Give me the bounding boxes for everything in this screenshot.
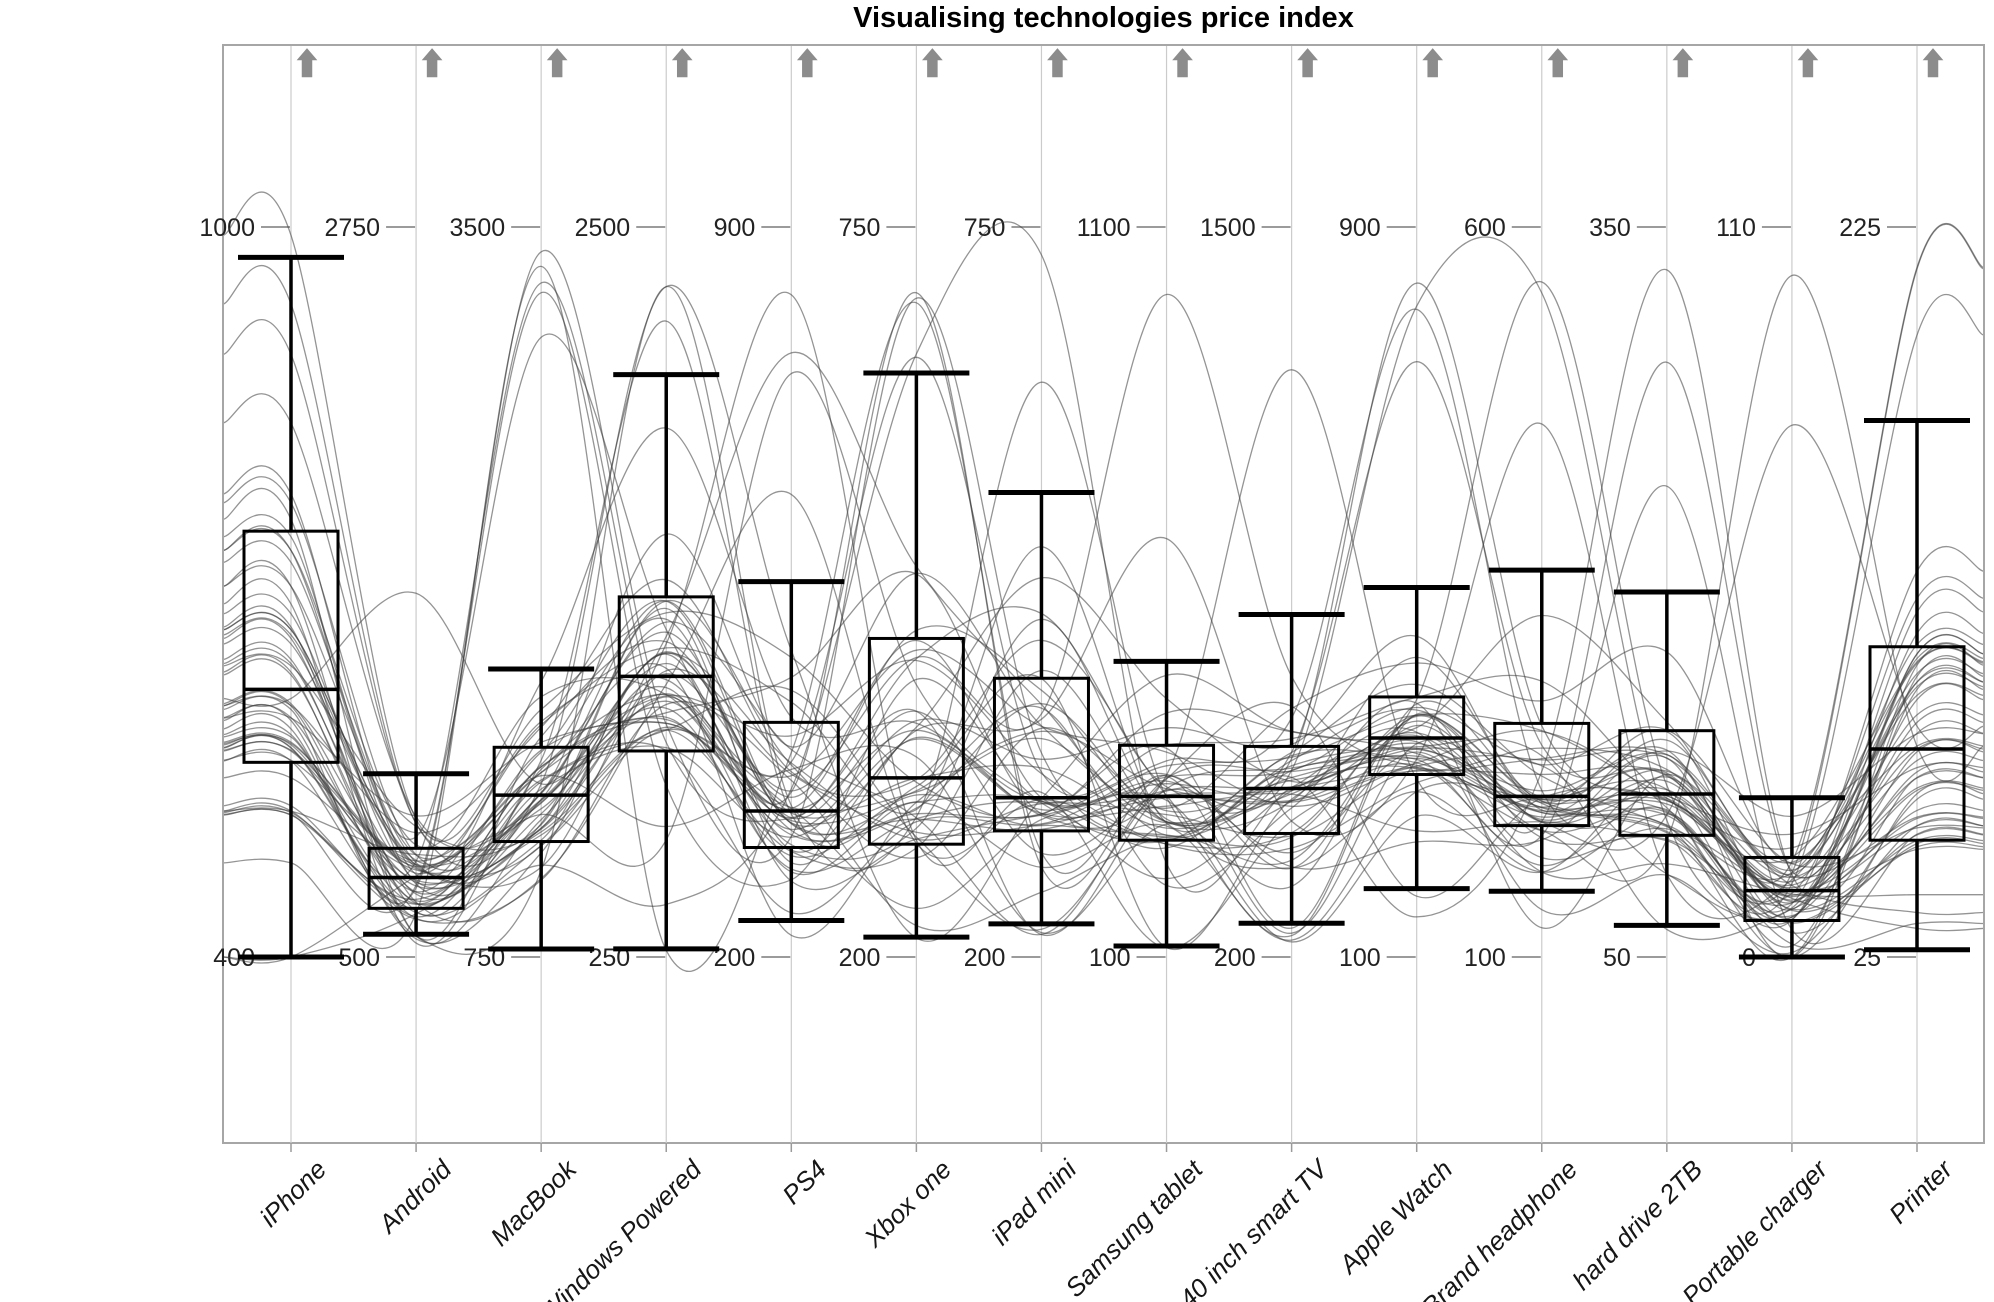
data-line [224,249,1983,905]
axis-min-label: 100 [1089,944,1131,972]
boxplot-2 [488,666,595,952]
iqr-box [1868,645,1966,842]
axis-up-arrow-icon[interactable] [293,45,321,79]
boxplot-13 [1864,417,1970,953]
axis-up-arrow-icon[interactable] [1544,45,1572,79]
iqr-box [742,720,840,849]
axis-max-label: 350 [1589,214,1631,242]
axis-up-arrow-icon[interactable] [668,45,696,79]
axis-min-label: 50 [1603,944,1631,972]
data-line [224,284,1983,942]
axis-up-arrow-icon[interactable] [918,45,947,79]
boxplot-12 [1738,795,1845,960]
iqr-box [867,636,965,846]
boxplot-4 [738,579,845,923]
axis-max-label: 1100 [1077,214,1131,242]
boxplots-group [238,254,1970,960]
boxplot-3 [613,372,720,952]
data-line [224,485,1983,945]
data-line [224,525,1983,921]
data-line [224,356,1983,947]
axis-arrows-group [293,45,1947,79]
axis-up-arrow-icon[interactable] [1794,45,1822,79]
axis-max-label: 3500 [450,214,506,242]
axis-max-label: 900 [714,214,756,242]
axis-min-label: 200 [714,944,756,972]
axis-min-label: 100 [1339,944,1381,972]
boxplot-6 [988,489,1095,927]
data-line [224,292,1983,964]
axis-min-label: 100 [1464,944,1506,972]
data-line [224,648,1983,958]
axis-up-arrow-icon[interactable] [1669,45,1697,79]
iqr-box [1368,695,1466,776]
boxplot-5 [863,370,970,940]
boxplot-7 [1113,658,1220,949]
axes-group: 1000400275050035007502500250900200750200… [199,46,1918,1152]
axis-max-label: 1500 [1200,214,1256,242]
boxplot-8 [1238,611,1345,926]
axis-up-arrow-icon[interactable] [1168,45,1197,79]
iqr-box [617,595,715,753]
axis-min-label: 200 [839,944,881,972]
axis-max-label: 750 [839,214,881,242]
data-line [224,663,1983,939]
axis-up-arrow-icon[interactable] [418,45,446,79]
axis-min-label: 500 [338,944,380,972]
iqr-box [1618,729,1716,837]
axis-max-label: 110 [1716,214,1756,242]
axis-max-label: 2500 [575,214,631,242]
axis-max-label: 600 [1464,214,1506,242]
axis-max-label: 750 [964,214,1006,242]
data-line [224,490,1983,923]
axis-up-arrow-icon[interactable] [1419,45,1447,79]
axis-max-label: 1000 [199,214,255,242]
data-line [224,588,1983,929]
axis-min-label: 200 [1214,944,1256,972]
data-line [224,422,1983,920]
axis-up-arrow-icon[interactable] [793,45,821,79]
data-line [224,351,1983,941]
chart-title: Visualising technologies price index [853,2,1354,34]
boxplot-10 [1488,567,1595,894]
axis-max-label: 2750 [324,214,380,242]
data-line [224,654,1983,931]
boxplot-9 [1363,584,1470,892]
data-line [224,424,1983,880]
data-line [224,291,1983,949]
data-line [224,274,1983,961]
axis-min-label: 200 [964,944,1006,972]
data-line [224,668,1983,898]
data-line [224,393,1983,865]
data-lines-group [224,191,1983,972]
axis-up-arrow-icon[interactable] [1919,45,1947,79]
data-line [224,293,1983,918]
data-line [224,320,1983,961]
axis-up-arrow-icon[interactable] [1293,45,1322,79]
iqr-box [1118,743,1216,842]
boxplot-1 [363,771,470,937]
axis-up-arrow-icon[interactable] [1043,45,1072,79]
iqr-box [1493,721,1591,828]
axis-up-arrow-icon[interactable] [543,45,571,79]
iqr-box [242,529,340,764]
axis-max-label: 225 [1839,214,1881,242]
boxplot-11 [1613,589,1720,928]
iqr-box [992,676,1090,833]
boxplot-0 [238,254,344,960]
axis-max-label: 900 [1339,214,1381,242]
plot-border [222,44,1985,1144]
